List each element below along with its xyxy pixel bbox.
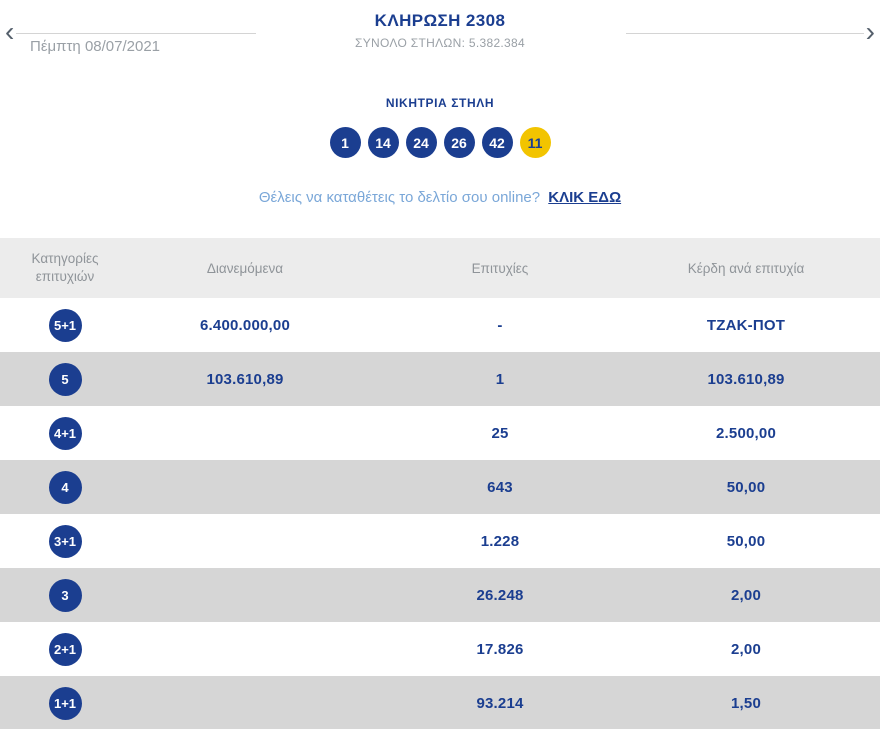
table-row: 4+1 25 2.500,00: [0, 406, 880, 460]
winners-cell: -: [497, 316, 503, 334]
online-prompt-text: Θέλεις να καταθέτεις το δελτίο σου onlin…: [258, 189, 541, 206]
draw-navigation: ‹ › ΚΛΗΡΩΣΗ 2308 ΣΥΝΟΛΟ ΣΤΗΛΩΝ: 5.382.38…: [0, 0, 880, 70]
table-row: 3 26.248 2,00: [0, 568, 880, 622]
prev-draw-button[interactable]: ‹: [5, 16, 15, 47]
distributed-cell: 6.400.000,00: [200, 316, 290, 334]
category-badge: 5+1: [48, 308, 82, 342]
winners-cell: 1.228: [480, 532, 520, 550]
number-ball: 14: [367, 127, 399, 158]
table-row: 5 103.610,89 1 103.610,89: [0, 352, 880, 406]
divider-line-right: [626, 33, 864, 34]
category-badge: 3+1: [48, 524, 82, 558]
number-ball: 26: [443, 127, 475, 158]
winners-cell: 17.826: [476, 640, 524, 658]
winners-cell: 26.248: [476, 586, 524, 604]
winning-numbers: 1 14 24 26 42 11: [0, 127, 880, 158]
online-submit-link[interactable]: ΚΛΙΚ ΕΔΩ: [548, 189, 622, 206]
category-badge: 4: [48, 470, 82, 504]
table-row: 4 643 50,00: [0, 460, 880, 514]
winners-cell: 25: [491, 424, 509, 442]
number-ball: 24: [405, 127, 437, 158]
divider-line-left: [16, 33, 256, 34]
category-badge: 3: [48, 578, 82, 612]
prize-cell: 1,50: [731, 694, 761, 712]
prize-cell: 50,00: [726, 478, 766, 496]
category-badge: 5: [48, 362, 82, 396]
winners-cell: 643: [487, 478, 513, 496]
column-header-winners: Επιτυχίες: [471, 260, 529, 276]
table-row: 1+1 93.214 1,50: [0, 676, 880, 729]
table-row: 5+1 6.400.000,00 - ΤΖΑΚ-ΠΟΤ: [0, 298, 880, 352]
category-badge: 4+1: [48, 416, 82, 450]
next-draw-button[interactable]: ›: [865, 16, 875, 47]
category-badge: 1+1: [48, 686, 82, 720]
prize-cell: 2,00: [731, 586, 761, 604]
category-badge: 2+1: [48, 632, 82, 666]
prize-cell: ΤΖΑΚ-ΠΟΤ: [706, 316, 786, 334]
column-header-prize: Κέρδη ανά επιτυχία: [687, 260, 805, 276]
draw-title: ΚΛΗΡΩΣΗ 2308: [374, 11, 506, 30]
table-header-row: Κατηγορίες επιτυχιών Διανεμόμενα Επιτυχί…: [0, 238, 880, 298]
total-columns-label: ΣΥΝΟΛΟ ΣΤΗΛΩΝ: 5.382.384: [355, 36, 525, 50]
number-ball: 42: [481, 127, 513, 158]
column-header-categories-label: Κατηγορίες επιτυχιών: [31, 250, 99, 284]
joker-ball: 11: [519, 127, 551, 158]
winners-cell: 1: [495, 370, 505, 388]
table-row: 3+1 1.228 50,00: [0, 514, 880, 568]
prize-cell: 2,00: [731, 640, 761, 658]
online-prompt: Θέλεις να καταθέτεις το δελτίο σου onlin…: [0, 189, 880, 206]
number-ball: 1: [329, 127, 361, 158]
prize-cell: 2.500,00: [716, 424, 776, 442]
prize-cell: 103.610,89: [707, 370, 785, 388]
winning-column-label: ΝΙΚΗΤΡΙΑ ΣΤΗΛΗ: [385, 96, 495, 110]
prize-cell: 50,00: [726, 532, 766, 550]
distributed-cell: 103.610,89: [206, 370, 284, 388]
column-header-distributed: Διανεμόμενα: [206, 260, 284, 276]
winners-cell: 93.214: [476, 694, 524, 712]
column-header-categories: Κατηγορίες επιτυχιών: [0, 250, 130, 286]
draw-date: Πέμπτη 08/07/2021: [30, 38, 161, 55]
table-row: 2+1 17.826 2,00: [0, 622, 880, 676]
results-table: Κατηγορίες επιτυχιών Διανεμόμενα Επιτυχί…: [0, 238, 880, 729]
